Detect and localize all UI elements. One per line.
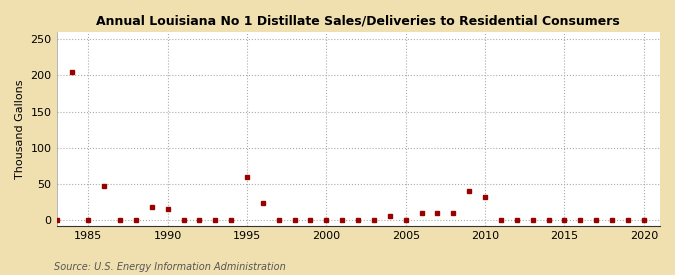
Text: Source: U.S. Energy Information Administration: Source: U.S. Energy Information Administ… xyxy=(54,262,286,272)
Title: Annual Louisiana No 1 Distillate Sales/Deliveries to Residential Consumers: Annual Louisiana No 1 Distillate Sales/D… xyxy=(97,15,620,28)
Y-axis label: Thousand Gallons: Thousand Gallons xyxy=(15,79,25,179)
